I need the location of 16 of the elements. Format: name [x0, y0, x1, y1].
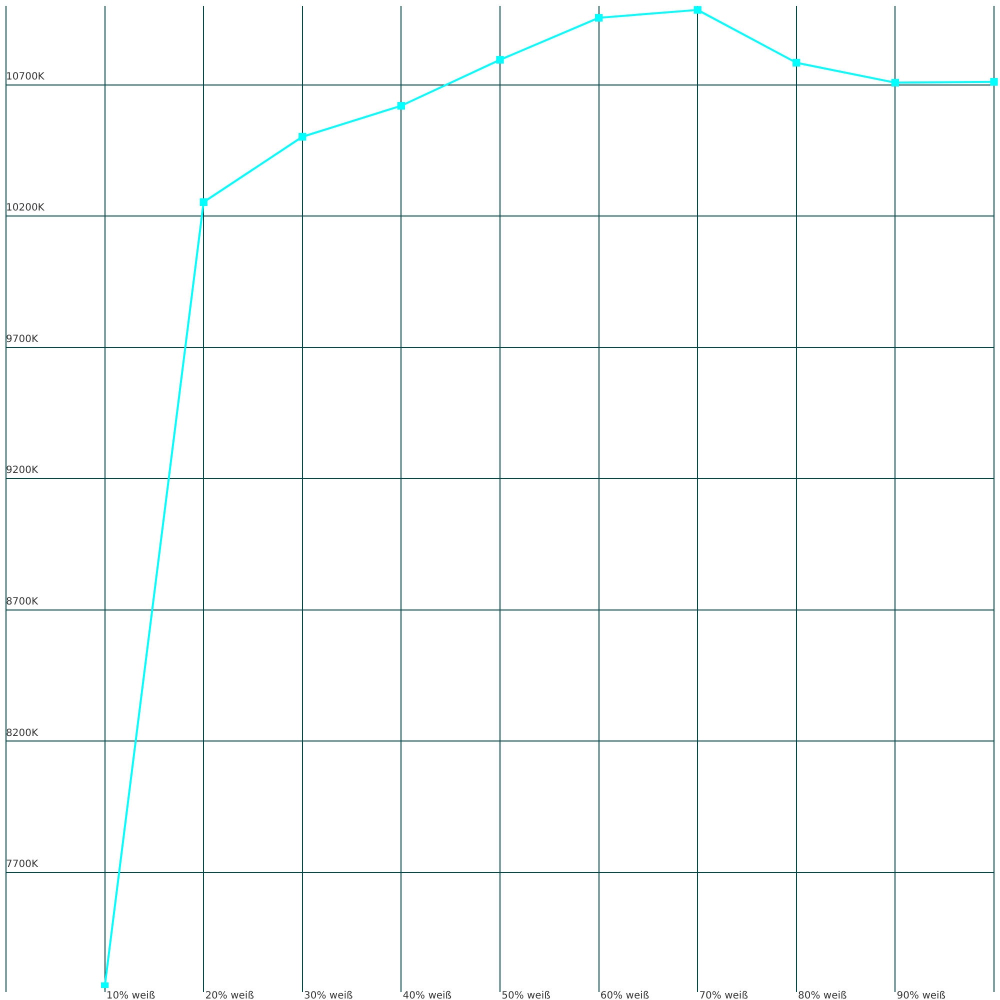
x-tick-label: 30% weiß: [304, 990, 353, 1000]
y-tick-label: 9200K: [6, 465, 38, 476]
y-tick-label: 8700K: [6, 596, 38, 608]
x-tick-label: 90% weiß: [896, 990, 946, 1000]
y-tick-label: 8200K: [6, 728, 38, 739]
x-tick-label: 80% weiß: [798, 990, 847, 1000]
y-tick-label: 10200K: [6, 202, 45, 214]
y-tick-label: 7700K: [6, 859, 38, 870]
y-tick-label: 10700K: [6, 71, 45, 82]
x-tick-label: 10% weiß: [106, 990, 156, 1000]
x-tick-label: 50% weiß: [502, 990, 550, 1000]
x-tick-label: 40% weiß: [402, 990, 452, 1000]
x-tick-label: 20% weiß: [205, 990, 254, 1000]
y-tick-label: 9700K: [6, 334, 38, 345]
x-tick-label: 60% weiß: [600, 990, 650, 1000]
x-tick-label: 70% weiß: [699, 990, 748, 1000]
